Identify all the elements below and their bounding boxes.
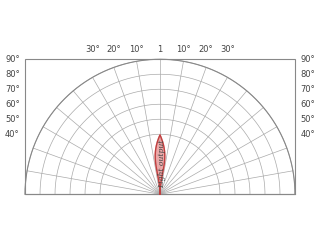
- Text: 40°: 40°: [300, 130, 315, 139]
- Text: 60°: 60°: [300, 100, 315, 109]
- Text: Light output: Light output: [158, 139, 166, 187]
- Text: 20°: 20°: [107, 45, 121, 54]
- Text: 20°: 20°: [199, 45, 213, 54]
- Text: 90°: 90°: [300, 55, 315, 64]
- Text: 30°: 30°: [220, 45, 235, 54]
- Text: 10°: 10°: [176, 45, 191, 54]
- Text: 50°: 50°: [5, 115, 20, 124]
- Text: 40°: 40°: [5, 130, 20, 139]
- Text: 80°: 80°: [5, 70, 20, 79]
- Text: 50°: 50°: [300, 115, 315, 124]
- Text: 70°: 70°: [5, 85, 20, 94]
- Text: 60°: 60°: [5, 100, 20, 109]
- Polygon shape: [155, 135, 165, 194]
- Text: 1: 1: [157, 45, 163, 54]
- Text: 70°: 70°: [300, 85, 315, 94]
- Text: 80°: 80°: [300, 70, 315, 79]
- Text: 90°: 90°: [5, 55, 20, 64]
- Text: 30°: 30°: [85, 45, 100, 54]
- Text: 10°: 10°: [129, 45, 144, 54]
